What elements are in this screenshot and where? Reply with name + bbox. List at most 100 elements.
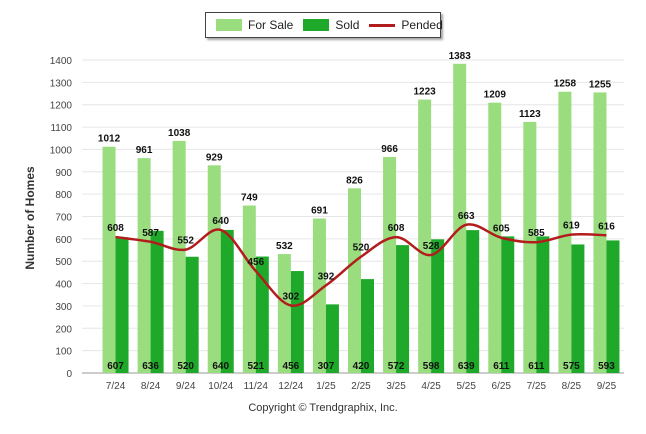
bar-for-sale <box>277 254 291 373</box>
bar-sold <box>325 304 339 373</box>
bar-sold <box>150 230 164 373</box>
bar-for-sale <box>383 157 397 373</box>
data-label-for-sale: 532 <box>276 241 293 252</box>
bar-sold <box>606 240 620 373</box>
data-label-for-sale: 1012 <box>98 134 121 145</box>
x-tick-label: 9/25 <box>597 381 617 392</box>
x-tick-label: 9/24 <box>176 381 196 392</box>
x-tick-label: 2/25 <box>351 381 371 392</box>
pended-line-group <box>115 223 607 307</box>
data-label-pended: 663 <box>458 211 475 222</box>
data-label-for-sale: 1255 <box>589 79 612 90</box>
data-label-sold: 456 <box>283 361 300 372</box>
y-tick-label: 1000 <box>50 145 73 156</box>
copyright-text: Copyright © Trendgraphix, Inc. <box>248 402 398 414</box>
legend-item-for-sale[interactable]: For Sale <box>216 18 293 32</box>
data-label-pended: 302 <box>283 291 300 302</box>
data-label-for-sale: 1123 <box>519 109 541 120</box>
data-label-for-sale: 749 <box>241 193 258 204</box>
bar-for-sale <box>172 140 186 373</box>
x-tick-label: 3/25 <box>386 381 406 392</box>
data-label-sold: 598 <box>423 361 440 372</box>
data-label-for-sale: 961 <box>136 145 153 156</box>
y-axis-title: Number of Homes <box>23 166 37 270</box>
data-label-for-sale: 1209 <box>484 90 507 101</box>
y-tick-label: 400 <box>55 280 72 291</box>
legend: For Sale Sold Pended <box>205 12 443 38</box>
data-label-for-sale: 1383 <box>449 51 472 62</box>
bar-for-sale <box>558 91 572 374</box>
bar-for-sale <box>102 146 116 373</box>
x-tick-label: 7/25 <box>527 381 547 392</box>
data-label-sold: 572 <box>388 361 405 372</box>
data-label-for-sale: 1223 <box>414 87 437 98</box>
bar-sold <box>501 236 515 373</box>
x-tick-labels: 7/24 8/24 9/24 10/24 11/24 12/24 1/25 2/25 3/25 4… <box>106 381 617 392</box>
data-label-sold: 521 <box>247 361 264 372</box>
data-label-sold: 639 <box>458 361 475 372</box>
y-tick-label: 700 <box>55 213 72 224</box>
bar-for-sale <box>488 102 502 373</box>
data-label-pended: 585 <box>528 228 545 239</box>
legend-label-pended: Pended <box>401 18 443 32</box>
data-label-pended: 528 <box>423 241 440 252</box>
bars <box>102 63 620 374</box>
data-label-for-sale: 929 <box>206 152 223 163</box>
bar-sold <box>396 245 410 373</box>
x-tick-label: 4/25 <box>421 381 441 392</box>
data-label-for-sale: 966 <box>381 144 398 155</box>
data-label-sold: 640 <box>212 361 229 372</box>
y-tick-label: 1200 <box>50 101 73 112</box>
data-label-pended: 456 <box>247 257 264 268</box>
x-tick-label: 6/25 <box>492 381 512 392</box>
x-tick-label: 12/24 <box>278 381 303 392</box>
data-label-pended: 619 <box>563 221 580 232</box>
x-tick-label: 11/24 <box>244 381 269 392</box>
data-label-pended: 616 <box>598 221 615 232</box>
x-tick-label: 5/25 <box>456 381 476 392</box>
x-tick-label: 7/24 <box>106 381 126 392</box>
data-label-sold: 575 <box>563 361 580 372</box>
legend-label-sold: Sold <box>335 18 360 32</box>
bar-sold <box>220 229 234 373</box>
y-tick-label: 900 <box>55 168 72 179</box>
y-tick-label: 100 <box>55 347 72 358</box>
data-label-pended: 605 <box>493 224 510 235</box>
data-label-sold: 611 <box>528 361 545 372</box>
bar-sold <box>185 256 199 373</box>
data-label-for-sale: 1258 <box>554 79 577 90</box>
data-label-sold: 636 <box>142 361 159 372</box>
data-label-pended: 392 <box>318 271 335 282</box>
bar-for-sale <box>348 188 361 373</box>
bar-for-sale <box>312 218 326 373</box>
y-tick-label: 300 <box>55 302 72 313</box>
bar-sold <box>466 230 480 373</box>
data-labels: 1012 607 608 961 636 587 1038 520 552 929 640 640 74… <box>98 51 615 372</box>
bar-sold <box>571 244 585 373</box>
pended-line <box>115 223 607 307</box>
data-label-pended: 587 <box>142 228 159 239</box>
data-label-for-sale: 691 <box>311 206 328 217</box>
x-tick-label: 10/24 <box>208 381 233 392</box>
data-label-pended: 608 <box>107 223 124 234</box>
bar-for-sale <box>137 158 151 373</box>
bar-sold <box>431 239 445 373</box>
y-tick-label: 0 <box>66 369 72 380</box>
bar-for-sale <box>242 205 256 373</box>
legend-swatch-sold <box>303 19 330 31</box>
legend-item-pended[interactable]: Pended <box>369 18 443 32</box>
x-tick-label: 8/24 <box>141 381 161 392</box>
legend-label-for-sale: For Sale <box>248 18 294 32</box>
y-tick-label: 800 <box>55 190 72 201</box>
legend-swatch-for-sale <box>216 19 242 31</box>
bar-sold <box>361 279 374 373</box>
data-label-sold: 307 <box>318 361 335 372</box>
x-tick-label: 8/25 <box>562 381 582 392</box>
y-tick-label: 200 <box>55 324 72 335</box>
legend-item-sold[interactable]: Sold <box>303 18 359 32</box>
data-label-sold: 420 <box>353 361 370 372</box>
data-label-pended: 520 <box>353 243 370 254</box>
y-tick-label: 500 <box>55 257 72 268</box>
